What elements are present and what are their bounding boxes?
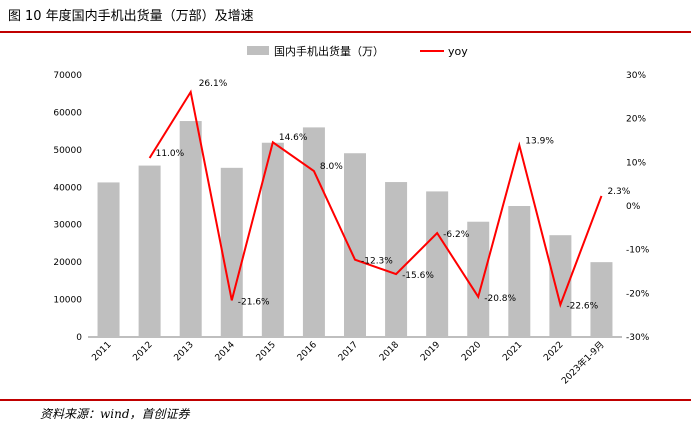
bottom-rule [0,399,691,401]
yoy-data-label: 26.1% [199,79,228,89]
bar [179,121,202,337]
y-left-tick-label: 0 [76,333,82,343]
x-tick-label: 2023年1-9月 [559,339,607,387]
y-right-tick-label: -20% [626,289,650,299]
yoy-data-label: 2.3% [607,187,630,197]
figure-label: 图 [8,9,22,24]
y-left-tick-label: 20000 [53,258,82,268]
bar [261,142,284,337]
y-left-tick-label: 60000 [53,108,82,118]
bar [549,235,572,337]
y-left-tick-label: 10000 [53,296,82,306]
x-tick-label: 2020 [460,340,483,363]
x-tick-label: 2016 [296,340,319,363]
line-series: 11.0% 26.1% -21.6% 14.6% 8.0% -12.3% -15.6% -6.… [148,79,631,312]
yoy-data-label: 11.0% [156,149,185,159]
yoy-data-label: 14.6% [279,133,308,143]
yoy-data-label: 8.0% [320,162,343,172]
bar [467,221,490,337]
yoy-data-label: -20.8% [484,294,516,304]
y-right-tick-label: 30% [626,71,646,81]
bar [508,206,531,337]
y-right-tick-label: -10% [626,246,650,256]
y-right-tick-label: 20% [626,115,646,125]
yoy-data-label: 13.9% [525,136,554,146]
bar [344,153,366,337]
y-right-tick-label: 0% [626,202,641,212]
bar [138,165,161,337]
bar [220,167,243,337]
yoy-data-label: -22.6% [566,302,598,312]
y-left-tick-label: 50000 [53,146,82,156]
legend: 国内手机出货量（万） yoy [247,44,468,58]
source-note: 资料来源：wind，首创证券 [40,407,190,421]
yoy-data-label: -21.6% [238,297,270,307]
x-tick-label: 2015 [255,340,278,363]
y-right-tick-label: -30% [626,333,650,343]
yoy-data-label: -12.3% [361,257,393,267]
x-tick-label: 2018 [378,340,401,363]
bar [590,262,613,337]
x-tick-label: 2017 [337,340,360,363]
x-tick-label: 2013 [173,340,196,363]
x-tick-label: 2012 [131,340,154,363]
yoy-data-label: -6.2% [443,230,470,240]
bar [385,182,408,337]
x-tick-label: 2014 [214,340,237,363]
x-tick-label: 2019 [419,340,442,363]
bar [426,191,449,337]
yoy-data-label: -15.6% [402,271,434,281]
bar [302,127,325,338]
x-tick-label: 2021 [501,340,524,363]
y-right-tick-label: 10% [626,158,646,168]
figure-title: 图 10 年度国内手机出货量（万部）及增速 [8,5,254,24]
legend-swatch-bar [247,46,269,55]
x-tick-label: 2022 [542,340,565,363]
bar [97,182,120,337]
y-left-tick-label: 70000 [53,71,82,81]
top-rule [0,31,691,33]
legend-label-line: yoy [448,45,468,58]
figure-title-text: 年度国内手机出货量（万部）及增速 [45,9,254,24]
y-left-tick-label: 40000 [53,183,82,193]
legend-label-bar: 国内手机出货量（万） [274,44,384,58]
bar-series [97,121,613,338]
y-left-tick-label: 30000 [53,221,82,231]
yoy-line [148,89,603,308]
figure-number: 10 [25,9,42,24]
x-tick-label: 2011 [90,340,113,363]
